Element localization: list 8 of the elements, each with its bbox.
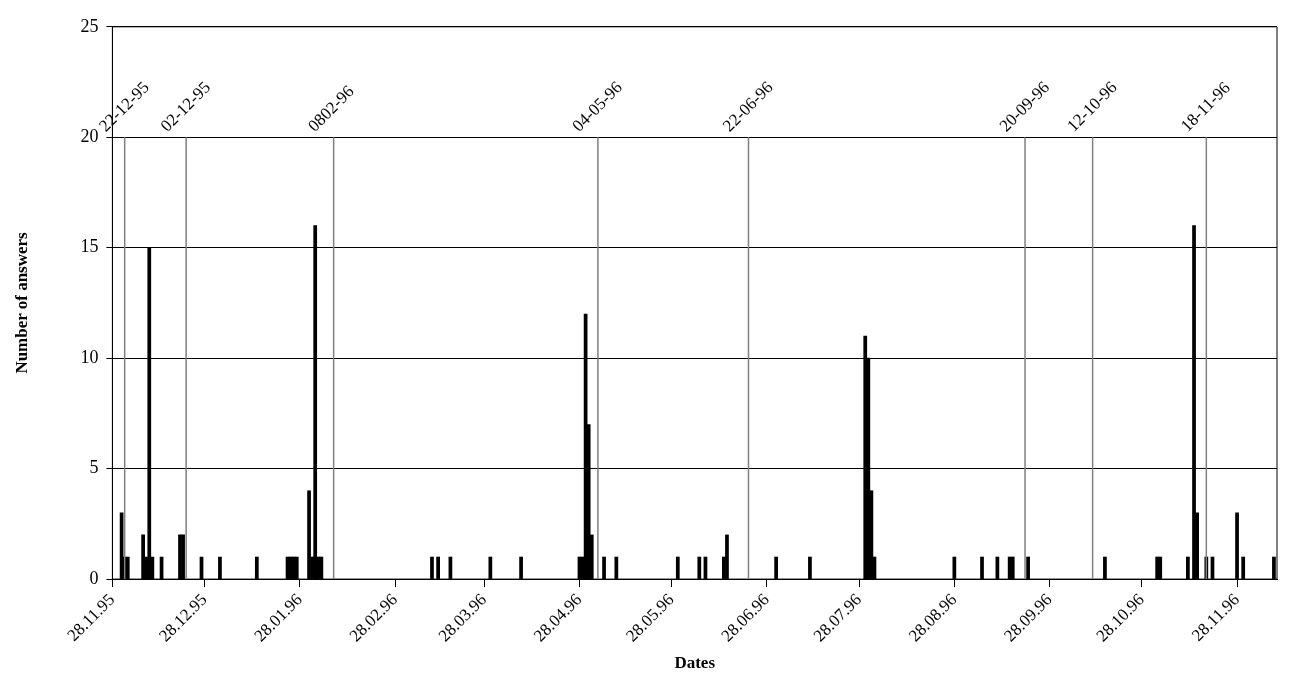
y-tick-label: 0 <box>89 567 99 588</box>
y-tick-label: 10 <box>80 346 99 367</box>
y-tick-label: 25 <box>80 15 99 36</box>
y-tick-label: 15 <box>80 236 99 257</box>
y-axis-title: Number of answers <box>11 231 31 374</box>
y-tick-label: 5 <box>89 457 99 478</box>
y-tick-label: 20 <box>80 125 99 146</box>
x-axis-title: Dates <box>674 653 716 673</box>
